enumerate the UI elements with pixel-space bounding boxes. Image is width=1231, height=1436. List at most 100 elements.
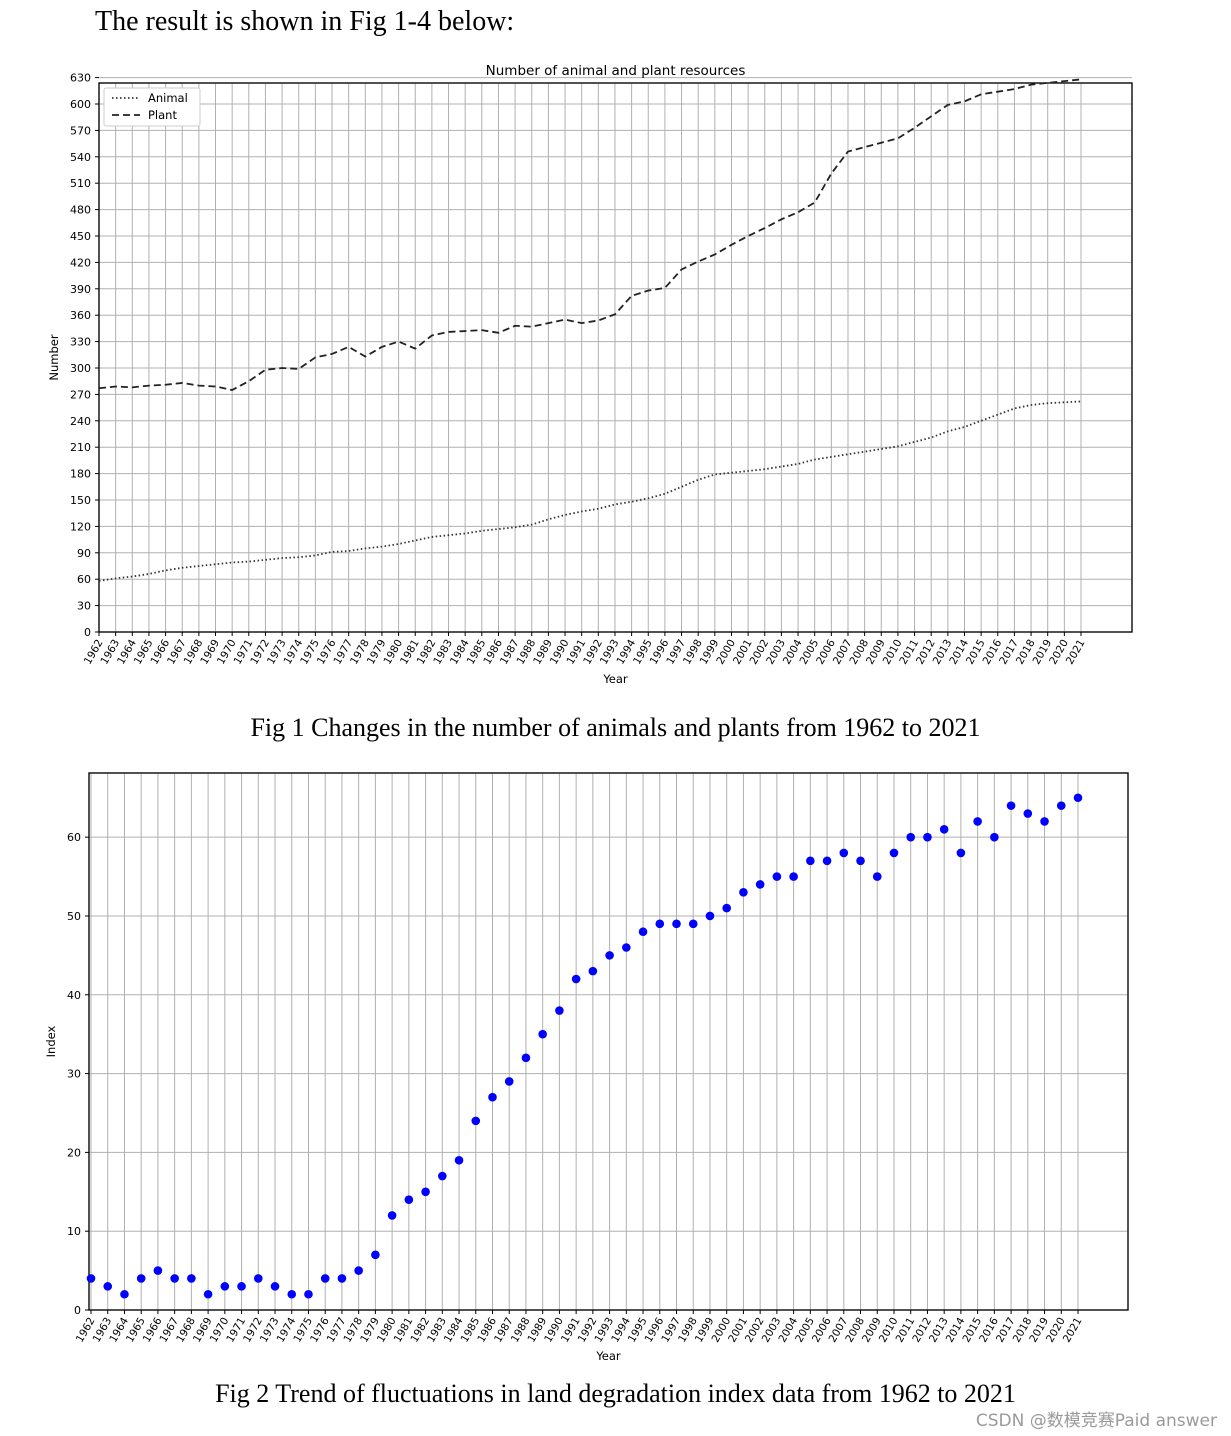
fig2-data-point — [203, 1289, 213, 1299]
fig2-data-point — [521, 1053, 531, 1063]
fig2-data-point — [923, 832, 932, 842]
fig2-data-point — [605, 951, 614, 960]
fig2-data-point — [772, 872, 782, 881]
fig2-data-point — [1006, 801, 1016, 810]
fig2-data-point — [1056, 801, 1066, 810]
fig2-data-point — [354, 1266, 363, 1275]
fig2-x-axis-label: Year — [595, 1349, 621, 1363]
fig1-y-tick-label: 570 — [70, 124, 91, 137]
intro-text: The result is shown in Fig 1-4 below: — [95, 6, 515, 37]
fig2-data-point — [622, 943, 631, 952]
fig1-chart-title: Number of animal and plant resources — [486, 63, 746, 79]
fig2-data-point — [504, 1077, 514, 1086]
fig1-y-axis-label: Number — [47, 334, 61, 380]
fig2-y-tick-label: 60 — [67, 831, 81, 844]
fig1-y-tick-label: 180 — [70, 468, 91, 481]
fig2-data-point — [170, 1274, 179, 1283]
fig2-data-point — [571, 974, 581, 984]
fig2-data-point — [538, 1029, 547, 1039]
fig2-y-tick-label: 20 — [67, 1146, 81, 1159]
fig1-y-tick-label: 270 — [70, 388, 91, 401]
fig2-data-point — [588, 966, 598, 976]
fig2-data-point — [789, 872, 798, 881]
figure2-scatter-chart: 1962196319641965196619671968196919701971… — [44, 772, 1129, 1363]
fig2-data-point — [454, 1155, 464, 1165]
fig1-y-tick-label: 300 — [70, 362, 91, 375]
fig2-data-point — [906, 832, 916, 842]
fig2-data-point — [755, 880, 765, 889]
fig1-y-tick-label: 390 — [70, 283, 91, 296]
fig1-y-tick-label: 630 — [70, 72, 91, 85]
fig2-y-tick-label: 30 — [67, 1068, 81, 1081]
fig2-y-tick-label: 0 — [74, 1304, 81, 1317]
figure1-line-chart: 1962196319641965196619671968196919701971… — [47, 63, 1133, 686]
fig2-data-point — [404, 1195, 414, 1204]
fig2-data-point — [839, 848, 849, 858]
fig2-y-tick-label: 40 — [67, 989, 81, 1002]
fig1-y-tick-label: 360 — [70, 309, 91, 322]
fig2-y-axis-label: Index — [44, 1025, 58, 1057]
watermark: CSDN @数模竞赛Paid answer — [975, 1411, 1217, 1431]
fig2-data-point — [421, 1187, 430, 1197]
series-line-animal — [98, 400, 1082, 582]
fig2-data-point — [304, 1289, 313, 1299]
fig1-plot-border — [98, 82, 1133, 633]
series-line-plant — [98, 78, 1082, 391]
fig1-plot-area — [98, 82, 1133, 633]
fig2-data-point — [889, 848, 899, 858]
fig2-data-point — [822, 856, 832, 866]
fig2-data-point — [488, 1092, 497, 1102]
fig2-data-point — [655, 919, 665, 929]
fig1-y-tick-label: 600 — [70, 98, 91, 111]
fig2-data-point — [237, 1282, 246, 1291]
fig1-y-tick-label: 330 — [70, 336, 91, 349]
fig2-data-point — [990, 832, 999, 842]
fig2-data-point — [471, 1116, 481, 1126]
fig2-data-point — [705, 911, 715, 921]
fig1-y-tick-label: 210 — [70, 441, 91, 454]
fig2-data-point — [120, 1289, 129, 1299]
figure1-caption: Fig 1 Changes in the number of animals a… — [250, 713, 981, 742]
fig2-data-point — [438, 1171, 447, 1181]
fig2-data-point — [320, 1274, 330, 1283]
fig2-plot-area — [88, 772, 1129, 1311]
fig1-y-tick-label: 60 — [77, 573, 91, 586]
legend-label-plant: Plant — [148, 108, 177, 122]
fig1-y-tick-label: 30 — [77, 600, 91, 613]
fig2-data-point — [136, 1274, 146, 1283]
fig2-data-point — [153, 1266, 163, 1275]
figure2-caption: Fig 2 Trend of fluctuations in land degr… — [215, 1379, 1016, 1408]
fig2-data-point — [270, 1282, 280, 1291]
fig1-y-tick-label: 90 — [77, 547, 91, 560]
fig2-data-point — [555, 1006, 564, 1015]
fig2-data-point — [253, 1274, 263, 1283]
fig1-y-tick-label: 150 — [70, 494, 91, 507]
fig2-y-tick-label: 10 — [67, 1225, 81, 1238]
fig2-data-point — [939, 824, 949, 834]
fig2-data-point — [220, 1282, 230, 1291]
fig1-y-tick-label: 120 — [70, 520, 91, 533]
fig2-plot-border — [88, 772, 1129, 1311]
fig2-data-point — [86, 1274, 96, 1283]
fig2-data-point — [722, 903, 731, 913]
fig2-data-point — [187, 1274, 196, 1283]
legend-label-animal: Animal — [148, 91, 188, 105]
fig1-y-tick-label: 540 — [70, 151, 91, 164]
fig2-data-point — [371, 1250, 380, 1260]
fig2-data-point — [739, 888, 748, 897]
fig2-data-point — [1040, 817, 1049, 826]
fig2-data-point — [638, 927, 648, 937]
fig2-data-point — [672, 919, 681, 929]
fig1-y-tick-label: 420 — [70, 256, 91, 269]
fig2-y-tick-label: 50 — [67, 910, 81, 923]
fig1-x-axis-label: Year — [602, 672, 628, 686]
fig2-data-point — [806, 856, 815, 866]
fig2-data-point — [856, 856, 865, 866]
fig2-data-point — [387, 1211, 397, 1220]
fig2-data-point — [103, 1282, 113, 1291]
fig2-data-point — [956, 848, 966, 858]
fig1-y-tick-label: 0 — [84, 626, 91, 639]
fig1-y-tick-label: 480 — [70, 204, 91, 217]
fig2-data-point — [872, 872, 882, 881]
fig2-data-point — [337, 1274, 347, 1283]
